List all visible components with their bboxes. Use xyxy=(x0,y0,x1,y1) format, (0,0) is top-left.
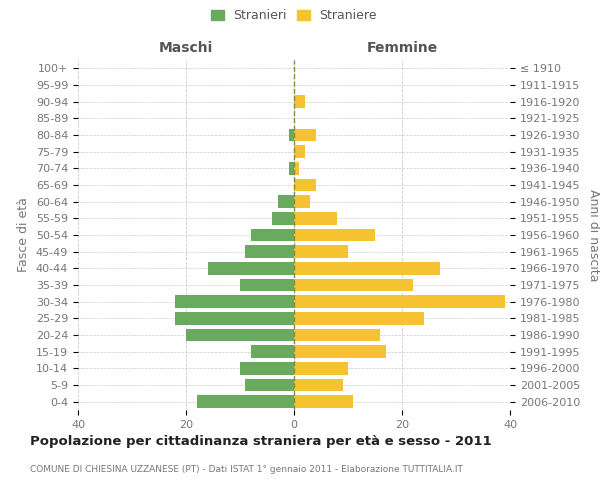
Bar xyxy=(294,246,348,258)
Bar xyxy=(294,379,343,391)
Bar xyxy=(294,312,424,324)
Bar xyxy=(197,396,294,408)
Bar xyxy=(294,196,310,208)
Bar xyxy=(251,229,294,241)
Bar xyxy=(294,146,305,158)
Y-axis label: Anni di nascita: Anni di nascita xyxy=(587,188,599,281)
Bar xyxy=(245,379,294,391)
Bar xyxy=(294,162,299,174)
Bar xyxy=(186,329,294,341)
Text: COMUNE DI CHIESINA UZZANESE (PT) - Dati ISTAT 1° gennaio 2011 - Elaborazione TUT: COMUNE DI CHIESINA UZZANESE (PT) - Dati … xyxy=(30,465,463,474)
Bar xyxy=(240,279,294,291)
Y-axis label: Fasce di età: Fasce di età xyxy=(17,198,31,272)
Bar xyxy=(240,362,294,374)
Bar xyxy=(251,346,294,358)
Bar xyxy=(272,212,294,224)
Bar xyxy=(294,179,316,192)
Bar xyxy=(294,96,305,108)
Bar xyxy=(175,312,294,324)
Text: Popolazione per cittadinanza straniera per età e sesso - 2011: Popolazione per cittadinanza straniera p… xyxy=(30,435,491,448)
Bar xyxy=(294,129,316,141)
Bar xyxy=(294,346,386,358)
Bar xyxy=(294,229,375,241)
Bar xyxy=(294,262,440,274)
Bar xyxy=(294,362,348,374)
Text: Maschi: Maschi xyxy=(159,41,213,55)
Bar xyxy=(294,279,413,291)
Bar xyxy=(278,196,294,208)
Text: Femmine: Femmine xyxy=(367,41,437,55)
Bar xyxy=(294,296,505,308)
Bar xyxy=(294,396,353,408)
Bar xyxy=(245,246,294,258)
Bar xyxy=(175,296,294,308)
Bar xyxy=(289,162,294,174)
Bar xyxy=(294,329,380,341)
Bar xyxy=(294,212,337,224)
Legend: Stranieri, Straniere: Stranieri, Straniere xyxy=(209,7,380,25)
Bar xyxy=(208,262,294,274)
Bar xyxy=(289,129,294,141)
